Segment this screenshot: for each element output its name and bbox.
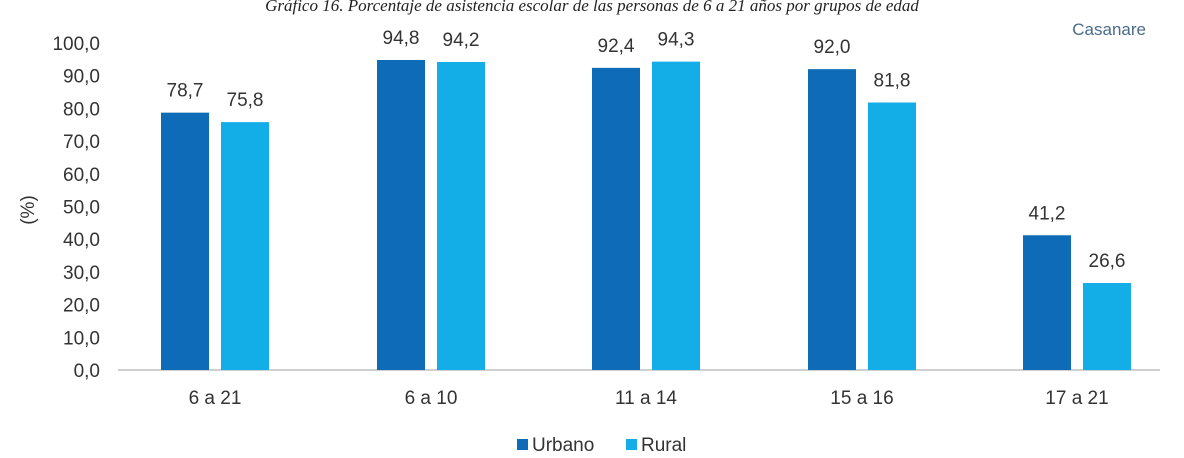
bar-rural <box>652 61 700 370</box>
y-tick-label: 100,0 <box>52 34 100 55</box>
data-label: 41,2 <box>1029 203 1066 224</box>
data-label: 92,0 <box>814 37 851 58</box>
bar-urbano <box>808 69 856 370</box>
x-tick-label: 6 a 10 <box>405 388 458 409</box>
data-label: 94,2 <box>443 30 480 51</box>
y-axis-label: (%) <box>18 195 39 225</box>
y-tick-label: 50,0 <box>63 198 100 219</box>
legend: Urbano Rural <box>517 435 686 456</box>
y-tick-label: 30,0 <box>63 263 100 284</box>
data-label: 94,3 <box>658 30 695 51</box>
data-label: 78,7 <box>167 81 204 102</box>
x-tick-label: 17 a 21 <box>1045 388 1108 409</box>
bar-urbano <box>592 67 640 371</box>
bar-rural <box>868 102 916 370</box>
y-tick-label: 40,0 <box>63 230 100 251</box>
legend-label-urbano: Urbano <box>532 435 594 456</box>
bar-rural <box>1083 283 1131 370</box>
data-label: 75,8 <box>227 90 264 111</box>
legend-swatch-urbano <box>517 439 528 450</box>
bar-urbano <box>161 112 209 370</box>
bars-group <box>161 60 1131 371</box>
data-labels-group: 78,7 75,8 94,8 94,2 92,4 94,3 92,0 81,8 41,2 26,6 <box>167 28 1126 272</box>
y-tick-label: 70,0 <box>63 132 100 153</box>
bar-urbano <box>377 60 425 371</box>
data-label: 92,4 <box>598 36 635 57</box>
legend-swatch-rural <box>626 439 637 450</box>
chart-title: Gráfico 16. Porcentaje de asistencia esc… <box>265 0 919 15</box>
y-axis-ticks: 0,0 10,0 20,0 30,0 40,0 50,0 60,0 70,0 80,0 90,0 1… <box>52 34 100 382</box>
bar-rural <box>437 61 485 370</box>
y-tick-label: 90,0 <box>63 67 100 88</box>
x-tick-label: 15 a 16 <box>830 388 893 409</box>
x-tick-label: 11 a 14 <box>615 388 677 409</box>
data-label: 26,6 <box>1089 251 1126 272</box>
y-tick-label: 60,0 <box>63 165 100 186</box>
legend-label-rural: Rural <box>641 435 686 456</box>
y-tick-label: 0,0 <box>74 361 100 382</box>
y-tick-label: 10,0 <box>63 328 100 349</box>
bar-urbano <box>1023 235 1071 370</box>
bar-rural <box>221 122 269 370</box>
x-tick-label: 6 a 21 <box>189 388 242 409</box>
data-label: 94,8 <box>383 28 420 49</box>
y-tick-label: 80,0 <box>63 99 100 120</box>
region-label: Casanare <box>1072 20 1146 39</box>
y-tick-label: 20,0 <box>63 296 100 317</box>
data-label: 81,8 <box>874 71 911 92</box>
x-axis-ticks: 6 a 21 6 a 10 11 a 14 15 a 16 17 a 21 <box>189 388 1109 409</box>
